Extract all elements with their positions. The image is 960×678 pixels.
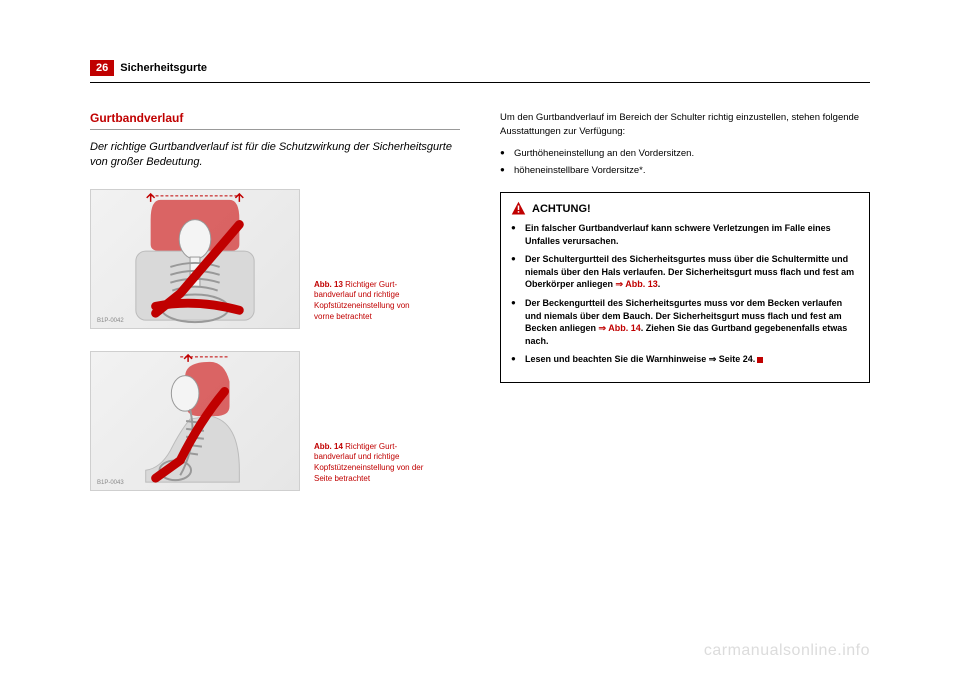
content-columns: Gurtbandverlauf Der richtige Gurtbandver… — [90, 111, 870, 513]
warning-header: ACHTUNG! — [511, 201, 859, 216]
list-item: höheneinstellbare Vordersitze*. — [500, 164, 870, 178]
warning-text: Der Schultergurtteil des Sicherheitsgurt… — [525, 254, 854, 289]
feature-list: Gurthöheneinstellung an den Vordersitzen… — [500, 147, 870, 179]
figure-13-caption-prefix: Abb. 13 — [314, 280, 343, 289]
header-rule — [90, 82, 870, 83]
warning-list: Ein falscher Gurtbandverlauf kann schwer… — [511, 222, 859, 366]
watermark: carmanualsonline.info — [704, 642, 870, 660]
warning-item: Der Schultergurtteil des Sicherheitsgurt… — [511, 253, 859, 291]
warning-item: Lesen und beachten Sie die Warnhinweise … — [511, 353, 859, 366]
warning-title: ACHTUNG! — [532, 203, 591, 215]
warning-text: Ein falscher Gurtbandverlauf kann schwer… — [525, 223, 831, 246]
figure-13-image: B1P-0042 — [90, 189, 300, 329]
warning-item: Der Beckengurtteil des Sicherheitsgurtes… — [511, 297, 859, 347]
section-name: Sicherheitsgurte — [120, 62, 207, 74]
warning-ref: ⇒ Abb. 13 — [616, 279, 658, 289]
warning-box: ACHTUNG! Ein falscher Gurtbandverlauf ka… — [500, 192, 870, 383]
figure-13-caption: Abb. 13 Richtiger Gurt­bandverlauf und r… — [314, 280, 424, 329]
right-column: Um den Gurtbandverlauf im Bereich der Sc… — [500, 111, 870, 513]
figure-14-code: B1P-0043 — [97, 480, 124, 486]
warning-text: Lesen und beachten Sie die Warnhinweise … — [525, 354, 755, 364]
subsection-heading: Gurtbandverlauf — [90, 111, 460, 125]
end-marker-icon — [757, 357, 763, 363]
figure-14-caption: Abb. 14 Richtiger Gurt­bandverlauf und r… — [314, 442, 424, 491]
manual-page: 26 Sicherheitsgurte Gurtbandverlauf Der … — [0, 0, 960, 678]
right-intro: Um den Gurtbandverlauf im Bereich der Sc… — [500, 111, 870, 139]
page-number: 26 — [90, 60, 114, 76]
figure-14-image: B1P-0043 — [90, 351, 300, 491]
figure-13-row: B1P-0042 Abb. 13 Richtiger Gurt­bandverl… — [90, 189, 460, 329]
warning-text: . — [658, 279, 661, 289]
left-column: Gurtbandverlauf Der richtige Gurtbandver… — [90, 111, 460, 513]
figure-14-caption-prefix: Abb. 14 — [314, 442, 343, 451]
figure-13-code: B1P-0042 — [97, 318, 124, 324]
page-header: 26 Sicherheitsgurte — [90, 60, 870, 76]
warning-ref: ⇒ Abb. 14 — [599, 323, 641, 333]
intro-text: Der richtige Gurtbandverlauf ist für die… — [90, 140, 460, 171]
warning-icon — [511, 201, 526, 216]
figure-14-row: B1P-0043 Abb. 14 Richtiger Gurt­bandverl… — [90, 351, 460, 491]
warning-item: Ein falscher Gurtbandverlauf kann schwer… — [511, 222, 859, 247]
heading-rule — [90, 129, 460, 130]
list-item: Gurthöheneinstellung an den Vordersitzen… — [500, 147, 870, 161]
